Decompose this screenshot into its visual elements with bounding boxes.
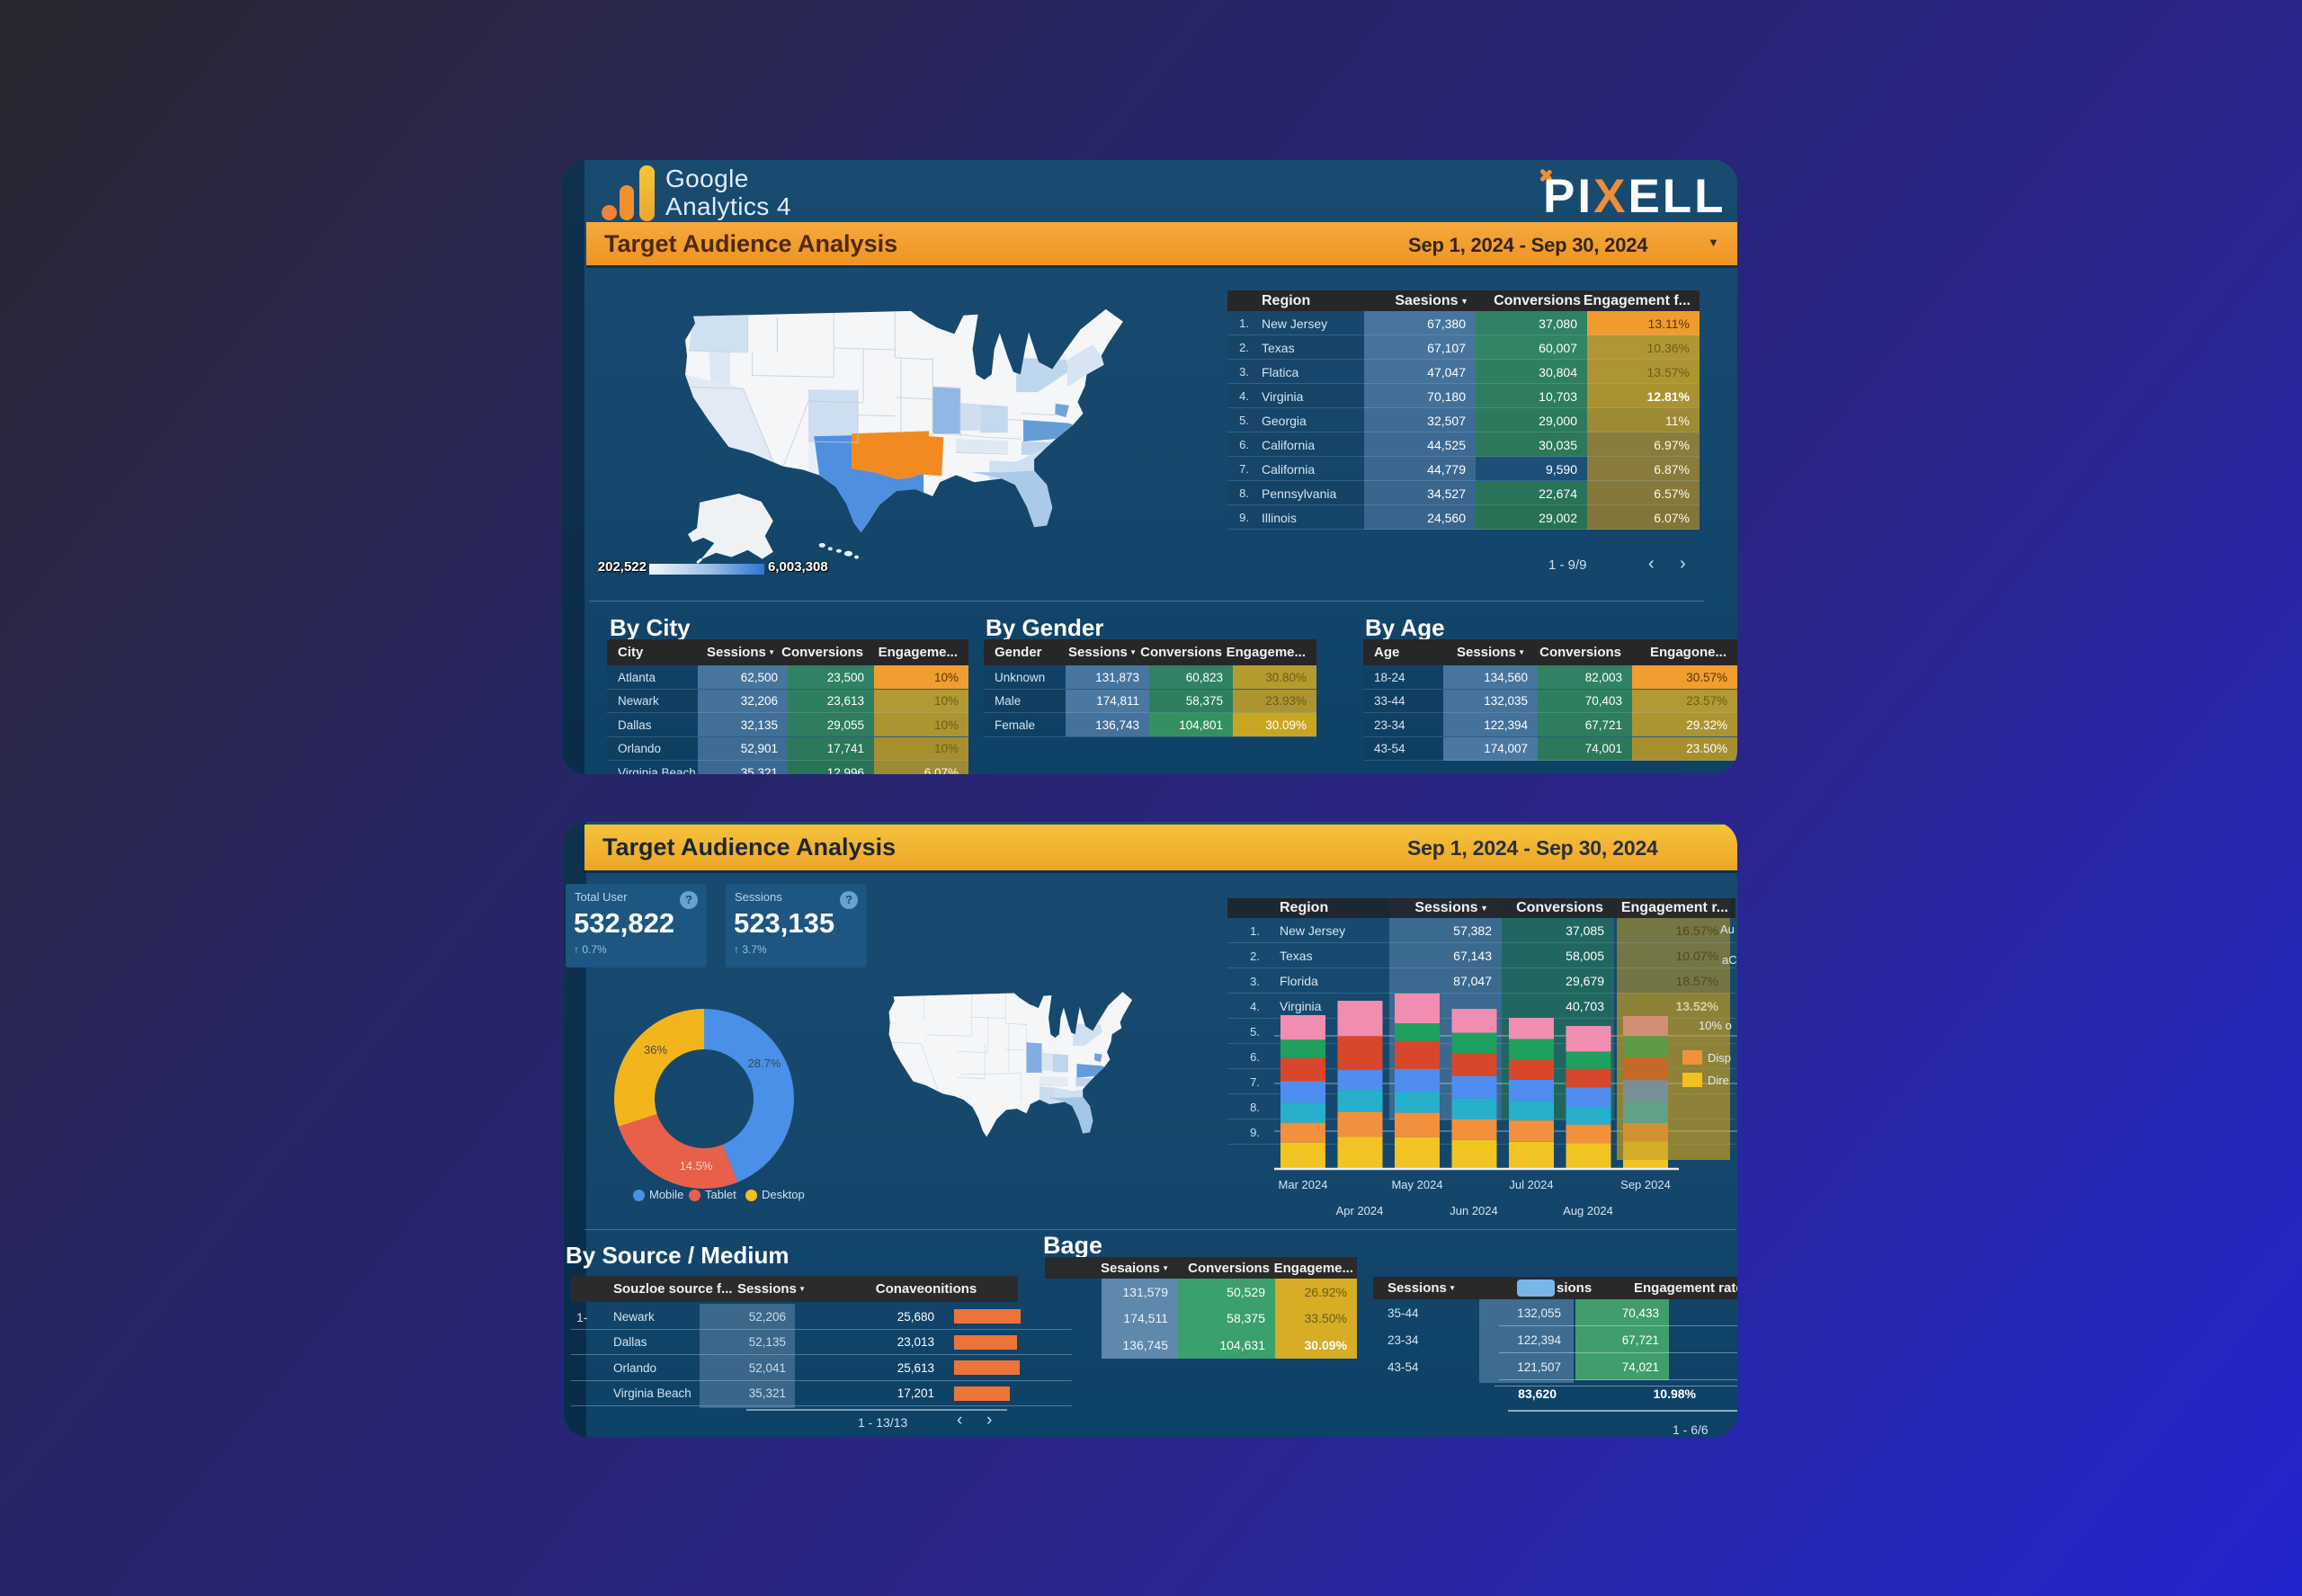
svg-text:14.5%: 14.5% (680, 1159, 713, 1172)
svg-text:28.7%: 28.7% (748, 1057, 781, 1070)
svg-text:36%: 36% (644, 1043, 667, 1057)
